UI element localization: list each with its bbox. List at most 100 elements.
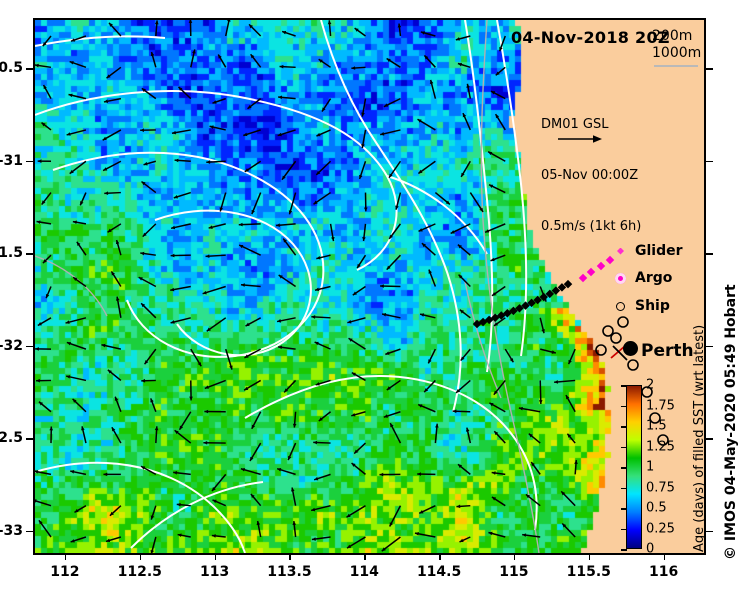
bathymetry-contour-line xyxy=(480,20,540,553)
glider-track-point xyxy=(515,304,524,313)
current-vector-arrowhead xyxy=(458,464,463,469)
current-vector-arrowhead xyxy=(311,315,316,319)
ship-marker[interactable] xyxy=(649,412,661,424)
current-vector-arrowhead xyxy=(389,173,393,178)
ship-marker[interactable] xyxy=(657,434,669,446)
current-vector-arrowhead xyxy=(240,283,245,287)
current-vector-arrowhead xyxy=(452,409,457,414)
depth-legend-1000m: 1000m xyxy=(652,45,702,61)
glider-marker[interactable] xyxy=(596,261,606,271)
current-vector-arrowhead xyxy=(351,66,356,70)
ship-marker[interactable] xyxy=(641,386,653,398)
glider-marker[interactable] xyxy=(578,273,588,283)
current-vector-arrowhead xyxy=(68,93,73,98)
current-vector-arrow xyxy=(202,285,226,295)
current-vector-arrowhead xyxy=(247,104,252,109)
current-vector-arrowhead xyxy=(35,499,37,503)
current-vector-arrowhead xyxy=(154,426,159,431)
current-vector-arrowhead xyxy=(525,494,531,499)
current-vector-arrowhead xyxy=(103,99,109,104)
current-vector-arrowhead xyxy=(41,200,46,205)
current-vector-arrowhead xyxy=(111,427,116,432)
vector-model-name: DM01 GSL xyxy=(541,117,609,132)
current-vector-arrowhead xyxy=(35,63,39,68)
current-vector-arrowhead xyxy=(69,169,74,174)
current-vector-arrowhead xyxy=(239,244,244,249)
colorbar-tick-mark xyxy=(621,426,627,428)
sst-age-raster xyxy=(35,20,704,553)
y-tick-mark-right xyxy=(706,530,713,533)
current-vector-arrowhead xyxy=(331,237,335,242)
ship-marker[interactable] xyxy=(610,332,622,344)
current-vector-arrowhead xyxy=(491,497,497,501)
ship-marker[interactable] xyxy=(617,316,629,328)
ship-marker[interactable] xyxy=(595,344,607,356)
glider-marker[interactable] xyxy=(586,267,596,277)
current-vector-arrowhead xyxy=(351,412,356,417)
current-vector-arrowhead xyxy=(141,181,146,186)
ssh-contour-line xyxy=(244,374,538,531)
current-vector-arrowhead xyxy=(489,184,494,189)
current-vector-arrowhead xyxy=(381,547,386,552)
current-vector-arrowhead xyxy=(140,251,145,256)
current-vector-arrowhead xyxy=(104,191,109,195)
current-vector-arrowhead xyxy=(173,470,178,475)
x-tick-mark xyxy=(439,553,441,560)
current-vector-arrowhead xyxy=(249,24,253,29)
current-vector-arrowhead xyxy=(109,511,114,516)
map-plot-area[interactable] xyxy=(33,18,706,555)
current-vector-arrowhead xyxy=(313,440,318,445)
current-vector-arrowhead xyxy=(380,284,384,288)
colorbar-tick-mark xyxy=(621,528,627,530)
ship-marker[interactable] xyxy=(627,359,639,371)
current-vector-arrowhead xyxy=(256,521,261,526)
current-vector-arrowhead xyxy=(42,42,47,47)
current-vector-arrowhead xyxy=(244,354,249,358)
current-vector-arrowhead xyxy=(354,449,359,454)
ship-marker[interactable] xyxy=(602,325,614,337)
current-vector-arrowhead xyxy=(80,201,84,206)
current-vector-arrowhead xyxy=(282,30,287,35)
current-vector-arrowhead xyxy=(141,303,146,308)
current-vector-arrowhead xyxy=(347,319,352,324)
current-vector-arrowhead xyxy=(36,378,40,383)
current-vector-arrowhead xyxy=(106,538,111,543)
current-vector-arrowhead xyxy=(283,238,287,243)
y-tick-label: -31 xyxy=(0,152,23,169)
colorbar-tick-label: 1.75 xyxy=(646,398,675,413)
current-vector-arrowhead xyxy=(288,455,292,461)
x-tick-label: 115 xyxy=(499,564,529,580)
depth-contour-sample-line xyxy=(654,65,698,67)
colorbar-tick-mark xyxy=(621,487,627,489)
current-vector-arrowhead xyxy=(171,130,177,135)
current-vector-arrowhead xyxy=(460,356,465,361)
current-vector-arrowhead xyxy=(327,20,332,25)
glider-marker[interactable] xyxy=(605,255,615,265)
map-overlay-vectors xyxy=(35,20,669,553)
x-tick-label: 113 xyxy=(199,564,230,580)
current-vector-arrowhead xyxy=(347,544,352,549)
ssh-contour-line xyxy=(386,175,488,255)
current-vector-arrowhead xyxy=(346,513,351,518)
current-vector-arrowhead xyxy=(208,225,213,229)
current-vector-arrowhead xyxy=(541,329,545,334)
current-vector-arrowhead xyxy=(35,470,39,474)
y-tick-mark-right xyxy=(706,438,713,440)
colorbar-tick-label: 1.5 xyxy=(646,418,667,434)
current-vector-arrowhead xyxy=(386,386,391,390)
current-vector-arrowhead xyxy=(49,426,54,431)
current-vector-arrowhead xyxy=(244,386,249,391)
y-tick-mark xyxy=(26,253,33,255)
current-vector-arrowhead xyxy=(462,113,467,118)
current-vector-arrowhead xyxy=(103,167,108,171)
current-vector-arrowhead xyxy=(141,466,146,470)
current-vector-arrowhead xyxy=(417,119,422,123)
current-vector-arrowhead xyxy=(150,398,154,403)
y-tick-mark xyxy=(26,68,33,70)
current-vector-arrowhead xyxy=(45,293,50,299)
current-vector-arrowhead xyxy=(101,343,106,348)
colorbar-title: Age (days) of filled SST (wrt latest) xyxy=(692,324,707,552)
current-vector-arrowhead xyxy=(528,433,533,438)
current-vector-arrowhead xyxy=(395,205,399,210)
current-vector-arrowhead xyxy=(150,515,155,520)
